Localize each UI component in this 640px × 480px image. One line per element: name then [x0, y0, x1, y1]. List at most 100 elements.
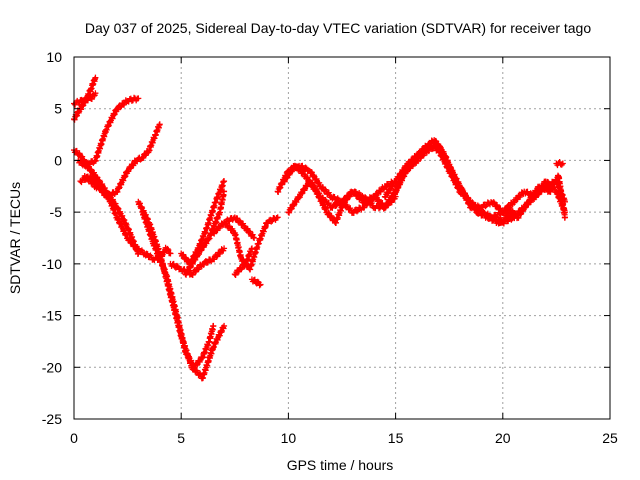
- data-track-7: [139, 209, 217, 371]
- data-point: [200, 261, 207, 268]
- data-point: [542, 185, 549, 192]
- axes: 0 5 10 15 20 25 -25 -20 -15 -10 -5 0 5 10: [42, 49, 618, 446]
- data-point: [76, 99, 83, 106]
- data-point: [332, 203, 339, 210]
- data-point: [87, 161, 94, 168]
- data-point: [500, 209, 507, 216]
- y-tick-label: -15: [42, 308, 62, 324]
- y-tick-label: 0: [54, 152, 62, 168]
- data-point: [286, 209, 293, 216]
- data-point: [425, 148, 432, 155]
- data-point: [296, 166, 303, 173]
- data-point: [304, 174, 311, 181]
- x-axis-label: GPS time / hours: [287, 457, 394, 473]
- y-axis-label: SDTVAR / TECUs: [7, 182, 23, 294]
- data-point: [404, 168, 411, 175]
- data-track-10: [182, 188, 228, 278]
- data-point: [134, 158, 141, 165]
- data-series: [71, 74, 568, 382]
- data-point: [92, 90, 99, 97]
- data-point: [479, 204, 486, 211]
- data-point: [250, 234, 257, 241]
- y-tick-label: -10: [42, 256, 62, 272]
- data-point: [90, 174, 97, 181]
- data-point: [316, 179, 323, 186]
- data-point: [350, 210, 357, 216]
- data-point: [257, 281, 264, 288]
- chart-title: Day 037 of 2025, Sidereal Day-to-day VTE…: [85, 20, 592, 36]
- x-tick-label: 0: [70, 430, 78, 446]
- data-point: [296, 194, 303, 201]
- data-point: [492, 214, 499, 221]
- data-point: [281, 178, 288, 185]
- y-tick-label: -20: [42, 359, 62, 375]
- data-point: [165, 247, 172, 254]
- data-point: [221, 188, 228, 195]
- data-track-0: [71, 74, 99, 123]
- data-point: [86, 176, 93, 183]
- data-point: [331, 193, 338, 200]
- data-point: [293, 199, 300, 206]
- data-point: [561, 214, 568, 221]
- data-point: [304, 183, 311, 190]
- data-point: [559, 160, 566, 167]
- data-point: [329, 204, 336, 211]
- x-tick-label: 20: [495, 430, 511, 446]
- data-point: [210, 322, 217, 329]
- data-point: [528, 195, 535, 202]
- data-point: [251, 235, 258, 241]
- data-track-14: [248, 276, 264, 289]
- data-point: [274, 214, 281, 221]
- data-point: [211, 230, 218, 237]
- data-point: [289, 168, 296, 175]
- data-point: [379, 200, 386, 207]
- data-point: [117, 104, 124, 111]
- data-track-24: [553, 159, 566, 169]
- data-track-20: [392, 142, 517, 221]
- data-point: [135, 95, 142, 102]
- data-point: [221, 322, 228, 329]
- data-point: [372, 194, 379, 201]
- data-point: [357, 194, 364, 201]
- data-point: [530, 191, 537, 198]
- data-point: [351, 188, 358, 195]
- data-track-1: [71, 90, 99, 108]
- x-tick-label: 5: [177, 430, 185, 446]
- data-point: [313, 175, 320, 182]
- data-point: [308, 179, 315, 186]
- data-point: [193, 362, 200, 369]
- data-point: [170, 260, 177, 267]
- data-point: [167, 250, 174, 257]
- data-track-23: [504, 172, 568, 222]
- data-point: [256, 282, 263, 289]
- data-point: [515, 214, 522, 221]
- data-point: [526, 199, 533, 206]
- data-point: [196, 251, 203, 258]
- data-point: [88, 96, 95, 103]
- x-tick-label: 10: [281, 430, 297, 446]
- data-point: [490, 199, 497, 206]
- data-point: [92, 74, 99, 81]
- data-point: [221, 178, 228, 185]
- data-point: [88, 166, 95, 173]
- data-point: [248, 245, 255, 252]
- y-tick-label: 5: [54, 101, 62, 117]
- data-point: [476, 209, 483, 216]
- data-point: [213, 253, 220, 260]
- data-point: [316, 190, 323, 197]
- data-point: [474, 202, 481, 209]
- data-point: [203, 240, 210, 247]
- data-point: [131, 242, 138, 249]
- series-0: [71, 74, 568, 382]
- data-point: [156, 121, 163, 128]
- data-point: [382, 194, 389, 201]
- data-point: [482, 203, 489, 210]
- data-point: [265, 220, 272, 227]
- data-track-13: [231, 245, 255, 278]
- data-point: [524, 188, 531, 195]
- data-point: [232, 271, 239, 278]
- data-point: [558, 161, 565, 168]
- data-point: [509, 207, 516, 214]
- data-point: [98, 185, 105, 192]
